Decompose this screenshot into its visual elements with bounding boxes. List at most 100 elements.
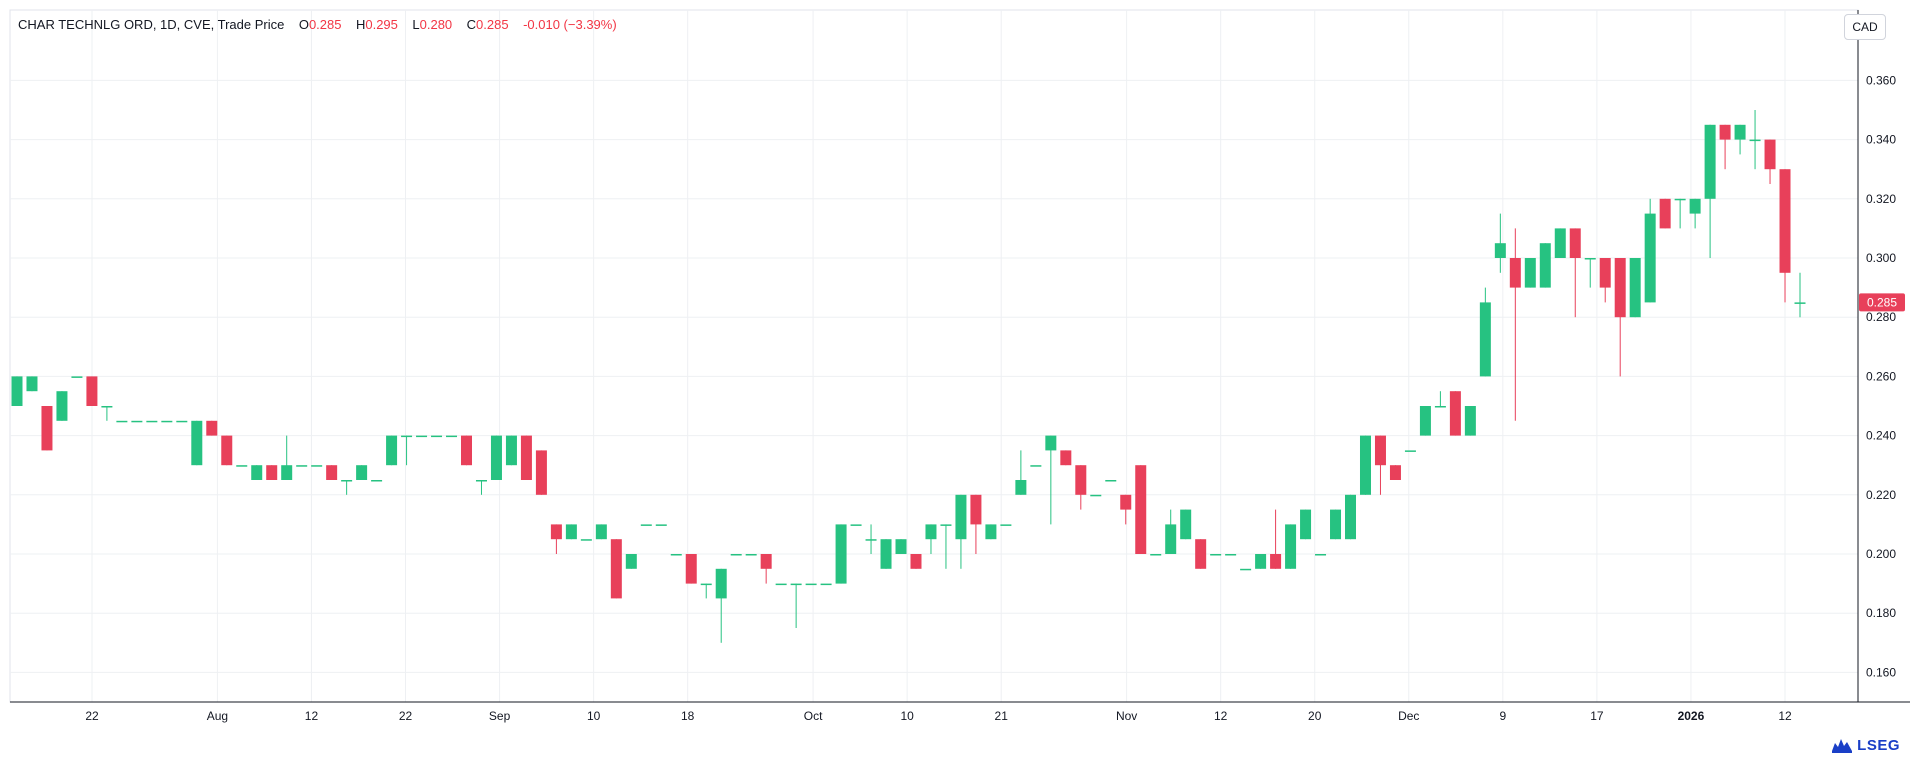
candle-body <box>1524 258 1536 288</box>
candle-body <box>1045 435 1057 451</box>
y-tick-label: 0.200 <box>1866 547 1896 561</box>
x-tick-label: 22 <box>85 709 99 723</box>
x-tick-label: Dec <box>1398 709 1419 723</box>
candle-body <box>1180 509 1192 540</box>
candle-body <box>146 420 158 423</box>
candle-body <box>595 524 607 540</box>
legend-open-value: 0.285 <box>308 17 342 32</box>
candle-body <box>1419 406 1431 436</box>
candle-body <box>1554 228 1566 258</box>
y-tick-label: 0.320 <box>1866 192 1896 206</box>
candle-body <box>1464 406 1476 436</box>
candle-body <box>11 376 23 406</box>
candle-body <box>1689 198 1701 214</box>
x-tick-label: 2026 <box>1678 709 1705 723</box>
candle-body <box>86 376 98 406</box>
candle-body <box>1270 554 1282 569</box>
y-tick-label: 0.260 <box>1866 369 1896 383</box>
candle-body <box>1165 524 1177 554</box>
x-tick-label: 12 <box>305 709 319 723</box>
candle-body <box>26 376 38 392</box>
candle-body <box>176 420 188 423</box>
candle-body <box>985 524 997 540</box>
candle-body <box>760 554 772 569</box>
candle-body <box>1285 524 1297 569</box>
candle-body <box>1000 524 1012 526</box>
candle-body <box>1195 539 1207 569</box>
y-tick-label: 0.280 <box>1866 310 1896 324</box>
candle-body <box>1749 139 1761 142</box>
legend-high-value: 0.295 <box>365 17 398 32</box>
candle-body <box>296 465 308 467</box>
candle-body <box>1434 406 1446 408</box>
candle-body <box>326 465 338 480</box>
y-tick-label: 0.160 <box>1866 665 1896 679</box>
candle-body <box>1734 124 1746 140</box>
candle-body <box>1120 494 1132 510</box>
candle-body <box>700 583 712 586</box>
x-tick-label: 9 <box>1499 709 1506 723</box>
candle-body <box>56 391 68 421</box>
candle-body <box>221 435 233 466</box>
candle-body <box>1599 258 1611 288</box>
candle-body <box>1404 450 1416 452</box>
currency-button[interactable]: CAD <box>1844 14 1886 40</box>
legend-close-value: 0.285 <box>476 17 509 32</box>
candle-body <box>1105 480 1117 482</box>
candle-body <box>550 524 562 540</box>
candle-body <box>161 420 173 423</box>
legend-symbol: CHAR TECHNLG ORD, 1D, CVE, Trade Price <box>18 17 285 32</box>
candle-body <box>655 524 667 526</box>
candle-body <box>371 480 383 482</box>
candle-body <box>386 435 398 466</box>
candle-body <box>625 554 637 569</box>
candle-body <box>940 524 952 526</box>
last-price-marker <box>1859 293 1905 312</box>
candle-body <box>401 435 413 438</box>
candle-body <box>565 524 577 540</box>
candle-body <box>850 524 862 526</box>
y-tick-label: 0.240 <box>1866 429 1896 443</box>
x-tick-label: 21 <box>995 709 1009 723</box>
legend-low-value: 0.280 <box>419 17 453 32</box>
candle-body <box>1015 480 1027 495</box>
candle-body <box>341 480 353 482</box>
chart-legend: CHAR TECHNLG ORD, 1D, CVE, Trade Price O… <box>18 17 617 32</box>
x-tick-label: Oct <box>804 709 823 723</box>
candle-body <box>745 554 757 556</box>
candle-body <box>820 583 832 586</box>
candle-body <box>1225 554 1237 556</box>
candle-body <box>475 480 487 482</box>
candle-body <box>865 539 877 541</box>
x-tick-label: Sep <box>489 709 511 723</box>
candle-body <box>281 465 293 480</box>
y-tick-label: 0.220 <box>1866 488 1896 502</box>
candle-body <box>1060 450 1072 466</box>
candle-body <box>116 420 128 423</box>
candle-body <box>1330 509 1342 540</box>
candle-body <box>1150 554 1162 556</box>
candle-body <box>1539 243 1551 288</box>
legend-low-label: L <box>412 17 420 32</box>
candle-body <box>1135 465 1147 554</box>
candle-body <box>520 435 532 480</box>
candle-body <box>1389 465 1401 480</box>
candle-body <box>880 539 892 569</box>
last-price-label: 0.285 <box>1867 295 1897 309</box>
lseg-logo-icon <box>1832 739 1853 753</box>
candle-body <box>1075 465 1087 495</box>
candle-body <box>1644 213 1656 303</box>
candle-body <box>1764 139 1776 170</box>
candle-body <box>640 524 652 526</box>
candle-body <box>685 554 697 584</box>
candle-body <box>446 435 458 438</box>
x-tick-label: 12 <box>1214 709 1228 723</box>
candle-body <box>1345 494 1357 540</box>
candle-body <box>1629 258 1641 318</box>
candle-body <box>1359 435 1371 495</box>
x-tick-label: 17 <box>1590 709 1604 723</box>
candle-body <box>790 583 802 586</box>
candle-body <box>670 554 682 556</box>
